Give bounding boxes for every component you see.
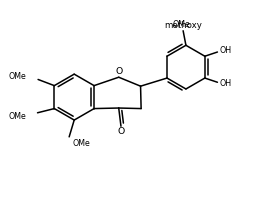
Text: O: O (115, 67, 122, 76)
Text: methoxy: methoxy (164, 21, 202, 30)
Text: OMe: OMe (173, 20, 191, 29)
Text: OH: OH (219, 46, 231, 55)
Text: OMe: OMe (8, 112, 26, 121)
Text: O: O (117, 127, 125, 136)
Text: OMe: OMe (73, 138, 90, 148)
Text: OH: OH (219, 79, 231, 88)
Text: OMe: OMe (9, 72, 26, 81)
